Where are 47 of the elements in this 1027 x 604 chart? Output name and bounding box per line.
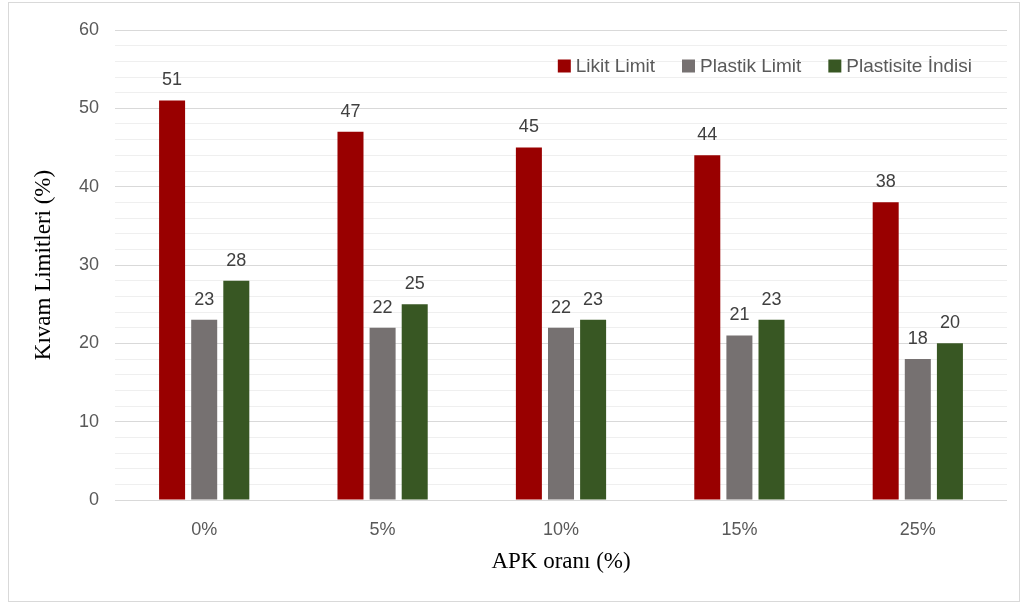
legend-label: Likit Limit [575, 55, 656, 77]
y-axis-title: Kıvam Limitleri (%) [29, 169, 55, 361]
data-label: 44 [697, 124, 718, 145]
bar [694, 155, 721, 500]
y-tick-label: 60 [78, 18, 99, 39]
y-tick-label: 50 [78, 97, 99, 118]
x-tick-label: 0% [191, 518, 218, 539]
bar [758, 319, 785, 500]
y-tick-label: 0 [88, 488, 99, 509]
bar [872, 202, 899, 500]
data-label: 28 [226, 249, 247, 270]
bar [337, 131, 364, 500]
data-label: 23 [761, 288, 782, 309]
data-label: 38 [875, 171, 896, 192]
bar [369, 327, 396, 500]
y-tick-label: 40 [78, 175, 99, 196]
x-tick-label: 5% [369, 518, 396, 539]
bar [515, 147, 542, 500]
bar [401, 304, 428, 500]
bar [159, 100, 186, 500]
y-tick-label: 30 [78, 253, 99, 274]
y-tick-label: 20 [78, 332, 99, 353]
data-label: 18 [907, 327, 928, 348]
data-label: 22 [372, 296, 393, 317]
x-tick-label: 15% [721, 518, 758, 539]
bar [191, 319, 218, 500]
data-label: 45 [518, 116, 539, 137]
bar [726, 335, 753, 500]
data-label: 23 [583, 288, 604, 309]
x-tick-label: 25% [899, 518, 936, 539]
x-axis-title: APK oranı (%) [491, 548, 631, 574]
y-tick-label: 10 [78, 410, 99, 431]
data-label: 20 [939, 312, 960, 333]
data-label: 51 [162, 69, 183, 90]
bar [904, 359, 931, 500]
data-label: 25 [404, 273, 425, 294]
legend-label: Plastisite İndisi [846, 55, 973, 77]
x-tick-label: 10% [542, 518, 580, 539]
bar [548, 327, 575, 500]
bar [223, 280, 250, 500]
data-label: 22 [550, 296, 572, 317]
data-label: 23 [194, 288, 215, 309]
bar [936, 343, 963, 500]
data-label: 47 [340, 100, 361, 121]
bar [580, 319, 607, 500]
legend-label: Plastik Limit [699, 55, 803, 77]
data-label: 21 [729, 304, 750, 325]
